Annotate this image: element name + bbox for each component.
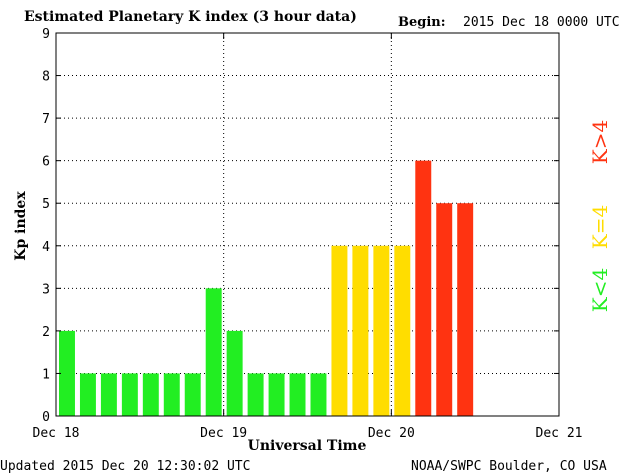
begin-label: Begin:	[398, 15, 446, 30]
kp-bar	[352, 245, 369, 416]
kp-bar	[394, 245, 411, 416]
legend-item: K<4	[588, 268, 612, 312]
x-axis-label: Universal Time	[248, 438, 367, 454]
kp-bar	[79, 373, 96, 416]
y-tick-label: 9	[42, 27, 50, 42]
y-tick-label: 6	[42, 155, 50, 170]
kp-bar	[415, 160, 432, 416]
legend: K>4 K=4 K<4	[588, 120, 612, 312]
updated-timestamp: Updated 2015 Dec 20 12:30:02 UTC	[0, 459, 250, 474]
legend-item: K>4	[588, 120, 612, 164]
kp-bar	[205, 288, 222, 416]
y-tick-labels: 0 1 2 3 4 5 6 7 8 9	[42, 27, 559, 425]
kp-bar	[121, 373, 138, 416]
plot-frame	[55, 32, 560, 417]
y-tick-label: 8	[42, 70, 50, 85]
kp-bar	[100, 373, 117, 416]
kp-bar	[184, 373, 201, 416]
y-axis-label: Kp index	[13, 191, 29, 261]
x-tick-label: Dec 18	[33, 426, 80, 441]
kp-bar	[163, 373, 180, 416]
y-tick-label: 1	[42, 367, 50, 382]
chart-title: Estimated Planetary K index (3 hour data…	[24, 9, 357, 25]
legend-item: K=4	[588, 205, 612, 249]
begin-value: 2015 Dec 18 0000 UTC	[463, 15, 620, 30]
y-tick-label: 5	[42, 197, 50, 212]
x-tick-label: Dec 21	[536, 426, 583, 441]
kp-bar	[268, 373, 285, 416]
kp-bar	[247, 373, 264, 416]
kp-bar	[331, 245, 348, 416]
y-tick-label: 4	[42, 240, 50, 255]
grid-lines	[56, 33, 559, 416]
y-tick-label: 0	[42, 410, 50, 425]
bars-group	[59, 160, 474, 416]
kp-bar	[59, 330, 75, 416]
x-tick-label: Dec 19	[200, 426, 247, 441]
x-tick-label: Dec 20	[368, 426, 415, 441]
kp-bar	[373, 245, 390, 416]
source-credit: NOAA/SWPC Boulder, CO USA	[411, 459, 607, 474]
kp-bar	[226, 330, 243, 416]
kp-bar	[310, 373, 327, 416]
kp-bar	[436, 203, 453, 416]
y-tick-label: 7	[42, 112, 50, 127]
y-tick-label: 3	[42, 282, 50, 297]
kp-bar	[457, 203, 474, 416]
kp-bar	[142, 373, 159, 416]
x-tick-labels: Dec 18 Dec 19 Dec 20 Dec 21	[33, 33, 583, 441]
y-tick-label: 2	[42, 325, 50, 340]
kp-bar	[289, 373, 306, 416]
